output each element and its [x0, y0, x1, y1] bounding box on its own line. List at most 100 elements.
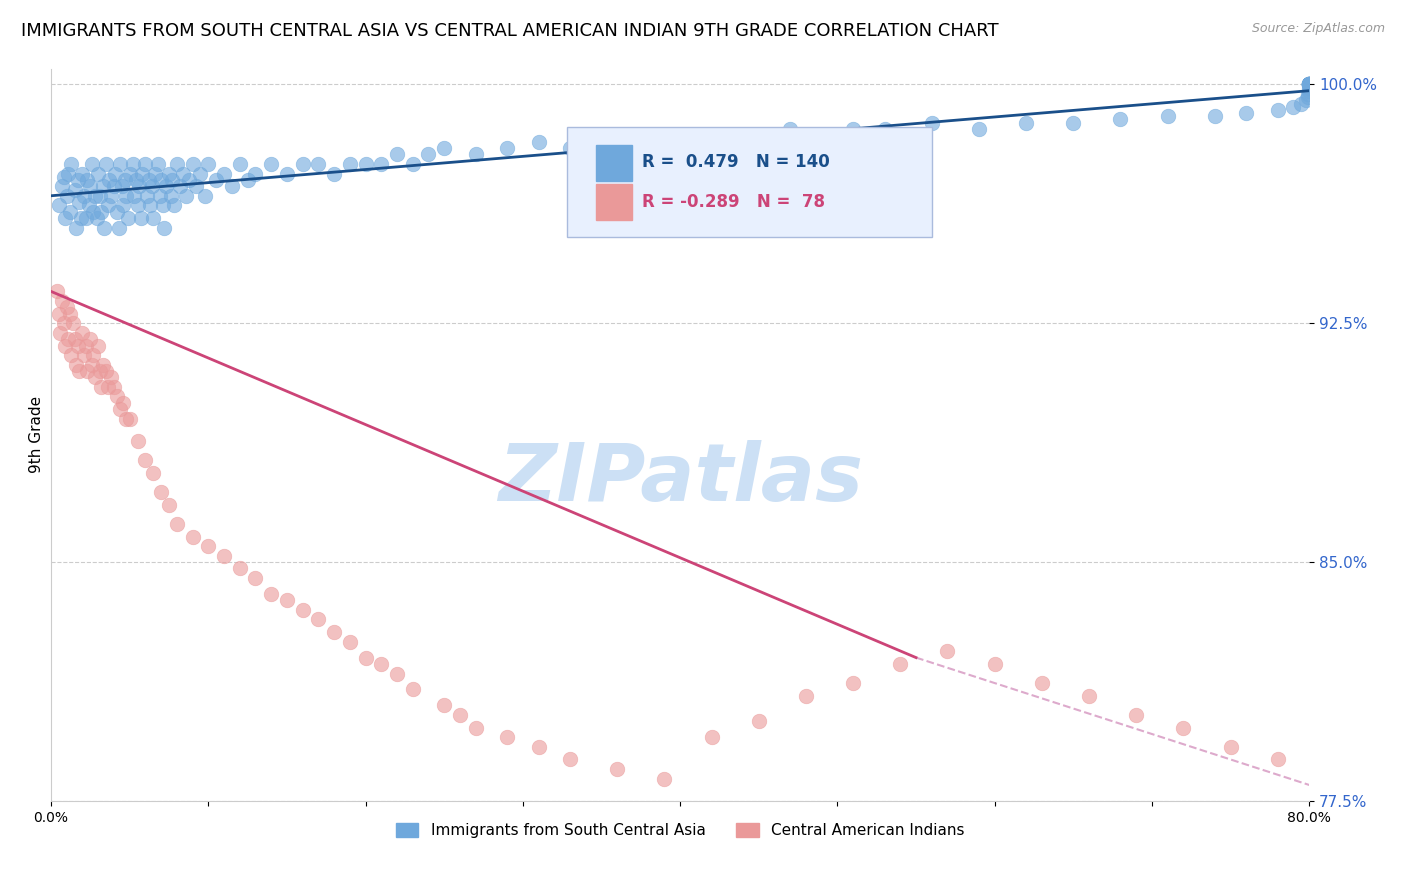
- Point: [76, 173, 98, 187]
- Point: [307, 612, 329, 626]
- Point: [169, 179, 191, 194]
- Point: [66, 173, 89, 187]
- Point: [65, 358, 87, 372]
- Point: [115, 189, 138, 203]
- Point: [136, 189, 159, 203]
- Point: [1234, 106, 1257, 120]
- Point: [127, 434, 149, 448]
- Point: [433, 141, 456, 155]
- Point: [1298, 78, 1320, 92]
- Point: [967, 122, 990, 136]
- Point: [148, 189, 170, 203]
- Point: [1078, 689, 1101, 703]
- Point: [794, 689, 817, 703]
- Point: [59, 307, 82, 321]
- Point: [79, 179, 101, 194]
- Point: [121, 157, 143, 171]
- Point: [1267, 752, 1289, 766]
- Point: [115, 411, 138, 425]
- Text: Source: ZipAtlas.com: Source: ZipAtlas.com: [1251, 22, 1385, 36]
- Point: [141, 179, 163, 194]
- Point: [104, 167, 127, 181]
- Point: [163, 198, 186, 212]
- Point: [105, 389, 128, 403]
- Point: [111, 179, 134, 194]
- FancyBboxPatch shape: [567, 127, 932, 237]
- Point: [842, 122, 865, 136]
- Point: [179, 173, 201, 187]
- Point: [307, 157, 329, 171]
- Point: [87, 167, 110, 181]
- Point: [107, 220, 129, 235]
- Point: [184, 179, 207, 194]
- Point: [58, 332, 80, 346]
- Point: [245, 571, 267, 585]
- Point: [354, 157, 377, 171]
- Point: [1298, 78, 1320, 92]
- Point: [103, 380, 125, 394]
- Point: [84, 370, 107, 384]
- Point: [842, 676, 865, 690]
- Point: [118, 167, 141, 181]
- Point: [55, 189, 77, 203]
- Point: [143, 167, 166, 181]
- Point: [1298, 78, 1320, 92]
- FancyBboxPatch shape: [596, 185, 633, 220]
- Point: [124, 189, 146, 203]
- Point: [84, 189, 107, 203]
- Point: [260, 587, 283, 601]
- Point: [1125, 707, 1147, 722]
- Point: [621, 135, 644, 149]
- Point: [1204, 109, 1226, 123]
- Point: [1298, 78, 1320, 92]
- Point: [748, 128, 770, 143]
- Point: [1291, 96, 1313, 111]
- Point: [276, 167, 298, 181]
- Point: [105, 204, 128, 219]
- FancyBboxPatch shape: [596, 145, 633, 181]
- Point: [58, 167, 80, 181]
- Point: [166, 516, 188, 531]
- Point: [1282, 100, 1305, 114]
- Point: [1015, 116, 1038, 130]
- Point: [153, 220, 176, 235]
- Point: [72, 167, 94, 181]
- Point: [370, 657, 392, 671]
- Point: [108, 402, 131, 417]
- Point: [1109, 112, 1132, 127]
- Point: [339, 634, 361, 648]
- Text: IMMIGRANTS FROM SOUTH CENTRAL ASIA VS CENTRAL AMERICAN INDIAN 9TH GRADE CORRELAT: IMMIGRANTS FROM SOUTH CENTRAL ASIA VS CE…: [21, 22, 998, 40]
- Point: [1173, 721, 1195, 735]
- Point: [527, 135, 550, 149]
- Point: [103, 179, 125, 194]
- Point: [128, 179, 150, 194]
- Point: [146, 157, 169, 171]
- Point: [80, 358, 103, 372]
- Point: [1298, 78, 1320, 92]
- Point: [1156, 109, 1178, 123]
- Point: [197, 157, 219, 171]
- Point: [82, 348, 104, 362]
- Point: [291, 603, 314, 617]
- Point: [63, 182, 86, 196]
- Point: [90, 204, 112, 219]
- Point: [46, 285, 69, 299]
- Point: [80, 157, 103, 171]
- Point: [1298, 78, 1320, 92]
- Point: [1298, 78, 1320, 92]
- Point: [323, 167, 346, 181]
- Point: [339, 157, 361, 171]
- Point: [131, 167, 153, 181]
- Legend: Immigrants from South Central Asia, Central American Indians: Immigrants from South Central Asia, Cent…: [389, 817, 970, 845]
- Point: [59, 204, 82, 219]
- Point: [55, 301, 77, 315]
- Point: [89, 189, 111, 203]
- Point: [150, 485, 173, 500]
- Point: [108, 157, 131, 171]
- Point: [152, 198, 174, 212]
- Point: [72, 326, 94, 340]
- Point: [212, 167, 235, 181]
- Point: [685, 135, 707, 149]
- Point: [1298, 78, 1320, 92]
- Point: [527, 739, 550, 754]
